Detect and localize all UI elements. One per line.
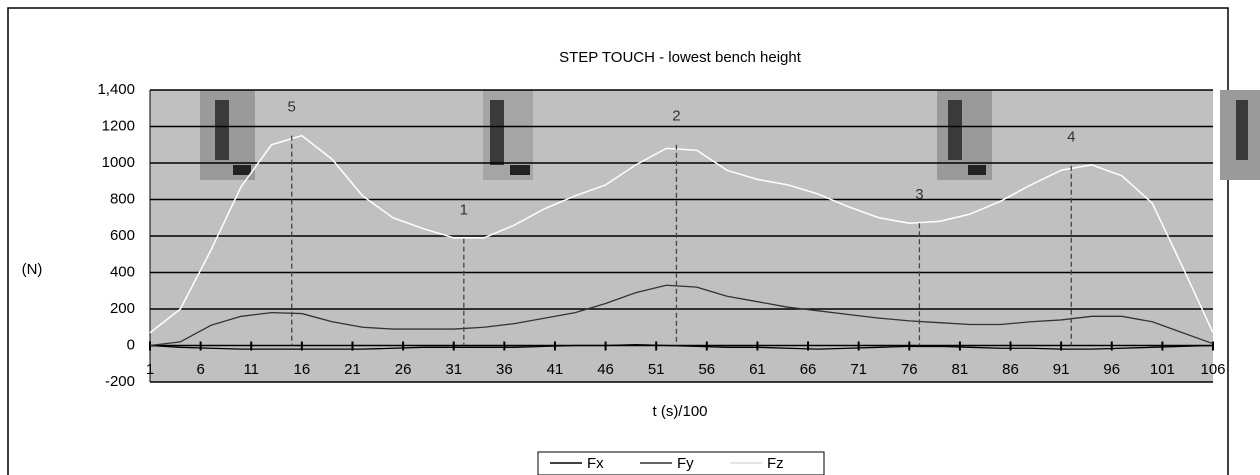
x-tick-label: 1	[146, 361, 154, 378]
x-tick-label: 106	[1200, 361, 1225, 378]
x-tick-label: 21	[344, 361, 361, 378]
y-tick-label: 400	[110, 263, 135, 280]
y-tick-label: 800	[110, 190, 135, 207]
y-tick-label: 0	[127, 336, 135, 353]
x-tick-label: 56	[698, 361, 715, 378]
x-tick-label: 51	[648, 361, 665, 378]
y-tick-label: -200	[105, 373, 135, 390]
photo-figure	[490, 100, 504, 165]
x-tick-label: 96	[1103, 361, 1120, 378]
x-tick-label: 86	[1002, 361, 1019, 378]
x-axis-label: t (s)/100	[652, 403, 707, 420]
x-tick-label: 11	[243, 361, 259, 378]
y-tick-label: 1000	[102, 154, 135, 171]
y-tick-label: 200	[110, 300, 135, 317]
annotation-label: 2	[672, 108, 680, 125]
x-tick-label: 71	[850, 361, 867, 378]
chart-title: STEP TOUCH - lowest bench height	[559, 49, 802, 66]
photo-bench	[233, 165, 251, 175]
x-tick-label: 66	[800, 361, 817, 378]
legend-label: Fz	[767, 455, 784, 472]
x-tick-label: 46	[597, 361, 614, 378]
x-tick-label: 31	[445, 361, 462, 378]
photo-figure	[948, 100, 962, 160]
photo-figure	[215, 100, 229, 160]
x-tick-label: 61	[749, 361, 766, 378]
x-tick-label: 36	[496, 361, 513, 378]
y-tick-label: 1,400	[97, 81, 135, 98]
x-tick-label: 41	[547, 361, 564, 378]
photo-figure	[1236, 100, 1248, 160]
x-tick-label: 76	[901, 361, 918, 378]
x-tick-label: 26	[395, 361, 412, 378]
x-tick-label: 91	[1053, 361, 1070, 378]
photo-bench	[968, 165, 986, 175]
annotation-label: 5	[288, 99, 296, 116]
y-axis-label: (N)	[22, 261, 43, 278]
chart: STEP TOUCH - lowest bench height (N) t (…	[0, 0, 1260, 475]
annotation-label: 1	[460, 202, 468, 219]
y-tick-label: 1200	[102, 117, 135, 134]
annotation-label: 3	[915, 186, 923, 203]
legend-label: Fx	[587, 455, 604, 472]
x-tick-label: 16	[294, 361, 311, 378]
x-tick-label: 101	[1150, 361, 1175, 378]
x-tick-label: 6	[196, 361, 204, 378]
annotation-label: 4	[1067, 129, 1075, 146]
photo-bench	[510, 165, 530, 175]
y-tick-label: 600	[110, 227, 135, 244]
x-tick-label: 81	[952, 361, 969, 378]
legend-label: Fy	[677, 455, 694, 472]
